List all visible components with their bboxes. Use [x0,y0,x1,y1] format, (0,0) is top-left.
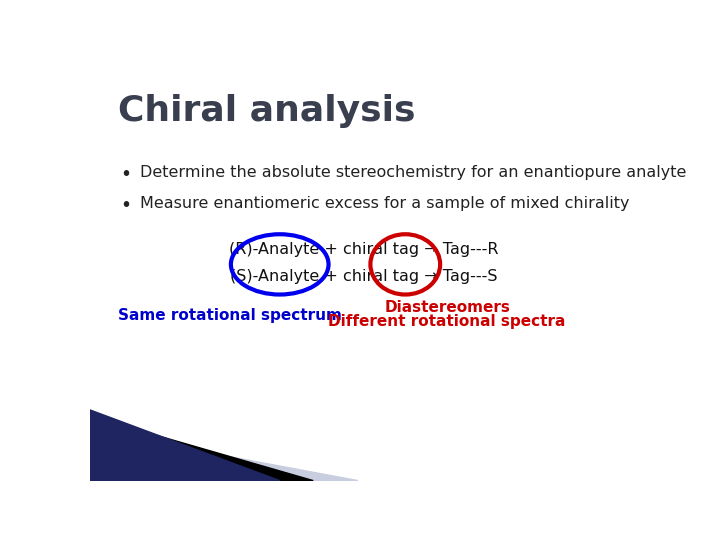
Text: Same rotational spectrum: Same rotational spectrum [117,308,341,323]
Text: •: • [121,196,132,215]
Text: (R)-Analyte + chiral tag → Tag---R: (R)-Analyte + chiral tag → Tag---R [229,242,498,258]
Text: Measure enantiomeric excess for a sample of mixed chirality: Measure enantiomeric excess for a sample… [140,196,630,211]
Polygon shape [90,416,313,481]
Text: (S)-Analyte + chiral tag → Tag---S: (S)-Analyte + chiral tag → Tag---S [230,269,498,285]
Text: Chiral analysis: Chiral analysis [118,94,415,128]
Text: Different rotational spectra: Different rotational spectra [328,314,566,329]
Text: Diastereomers: Diastereomers [384,300,510,315]
Polygon shape [90,431,358,481]
Text: •: • [121,165,132,184]
Text: Determine the absolute stereochemistry for an enantiopure analyte: Determine the absolute stereochemistry f… [140,165,687,180]
Polygon shape [90,410,280,481]
